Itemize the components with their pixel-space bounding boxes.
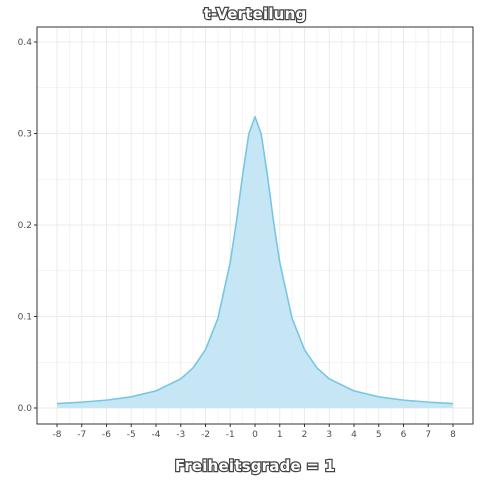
x-tick-label: 5 [376, 430, 382, 440]
x-tick-label: -5 [127, 430, 136, 440]
x-tick-label: -3 [176, 430, 185, 440]
x-tick-label: 3 [326, 430, 332, 440]
y-tick-label: 0.2 [18, 221, 32, 231]
x-tick-label: -8 [53, 430, 62, 440]
y-tick-label: 0.0 [18, 404, 33, 414]
y-tick-label: 0.4 [18, 38, 33, 48]
x-tick-label: 7 [425, 430, 431, 440]
x-tick-label: 1 [277, 430, 283, 440]
x-tick-label: 0 [252, 430, 258, 440]
x-tick-label: 4 [351, 430, 357, 440]
x-tick-label: -1 [226, 430, 235, 440]
y-tick-label: 0.1 [18, 313, 32, 323]
x-tick-label: 2 [302, 430, 308, 440]
x-axis: -8 -7 -6 -5 -4 -3 -2 -1 0 1 2 3 4 5 6 7 8 [53, 424, 456, 440]
density-line [56, 115, 454, 405]
x-tick-label: -7 [77, 430, 86, 440]
x-tick-label: -6 [102, 430, 111, 440]
y-tick-label: 0.3 [18, 130, 32, 140]
y-axis: 0.0 0.1 0.2 0.3 0.4 [18, 38, 37, 414]
x-tick-label: 8 [450, 430, 456, 440]
chart-title: t-Verteilung [204, 5, 307, 23]
x-tick-label: 6 [401, 430, 407, 440]
x-tick-label: -4 [152, 430, 161, 440]
x-tick-label: -2 [201, 430, 210, 440]
x-axis-label: Freiheitsgrade = 1 [175, 457, 335, 475]
density-area [57, 116, 453, 408]
